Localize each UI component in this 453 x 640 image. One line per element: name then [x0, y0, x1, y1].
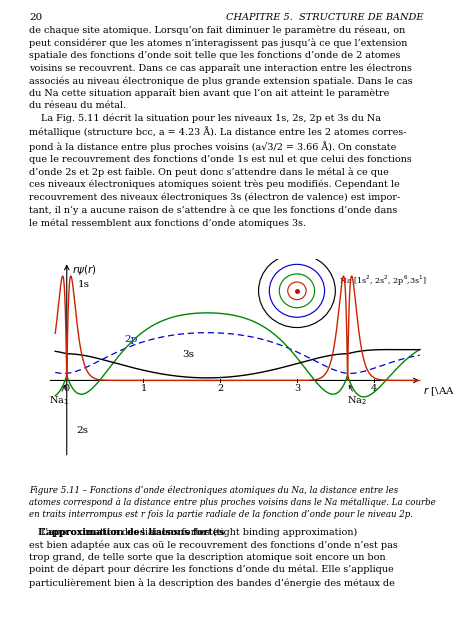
- Text: de chaque site atomique. Lorsqu’on fait diminuer le paramètre du réseau, on
peut: de chaque site atomique. Lorsqu’on fait …: [29, 26, 413, 228]
- Text: L’approximation des liaisons fortes (tight binding approximation)
est bien adapt: L’approximation des liaisons fortes (tig…: [29, 528, 398, 588]
- Text: Na$_2$: Na$_2$: [347, 394, 367, 407]
- Text: 0: 0: [64, 384, 70, 393]
- Text: Na [1s$^2$, 2s$^2$, 2p$^6$,3s$^1$]: Na [1s$^2$, 2s$^2$, 2p$^6$,3s$^1$]: [339, 274, 427, 289]
- Text: Figure 5.11 – Fonctions d’onde électroniques atomiques du Na, la distance entre : Figure 5.11 – Fonctions d’onde électroni…: [29, 485, 436, 518]
- Text: CHAPITRE 5.  STRUCTURE DE BANDE: CHAPITRE 5. STRUCTURE DE BANDE: [226, 13, 424, 22]
- Text: 1s: 1s: [78, 280, 90, 289]
- Text: 20: 20: [29, 13, 43, 22]
- Text: 4: 4: [371, 384, 377, 393]
- Text: 3: 3: [294, 384, 300, 393]
- Text: 2p: 2p: [124, 335, 138, 344]
- Text: 2s: 2s: [76, 426, 88, 435]
- Text: L’approximation des liaisons fortes: L’approximation des liaisons fortes: [38, 528, 224, 537]
- Text: Na$_1$: Na$_1$: [49, 394, 69, 407]
- Text: $r\psi(r)$: $r\psi(r)$: [72, 263, 96, 277]
- Text: 1: 1: [140, 384, 147, 393]
- Text: $r$ [\AA]: $r$ [\AA]: [423, 385, 453, 398]
- Text: 2: 2: [217, 384, 223, 393]
- Text: 3s: 3s: [182, 350, 194, 359]
